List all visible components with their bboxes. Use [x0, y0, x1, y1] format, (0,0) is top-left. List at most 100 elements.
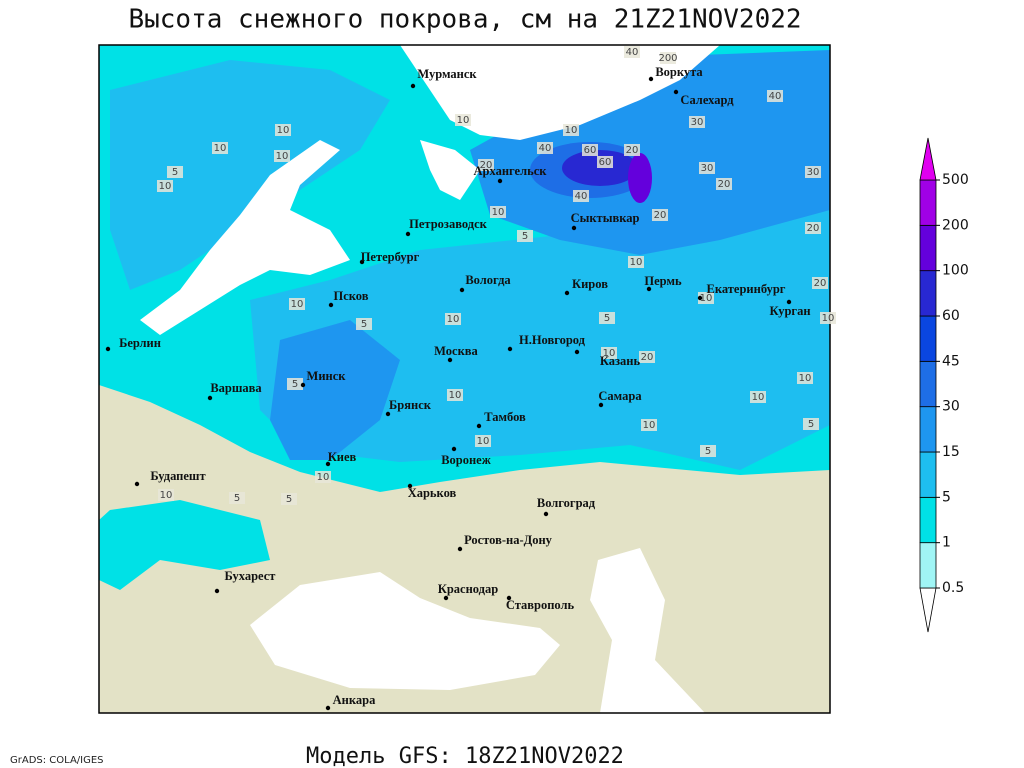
contour-label-box: [289, 298, 305, 310]
contour-label: 5: [361, 319, 367, 330]
city-dot: [697, 295, 703, 301]
city-label: Тамбов: [484, 410, 526, 424]
city-label: Петербург: [361, 250, 420, 264]
snow-5: [250, 195, 830, 470]
contour-label: 40: [575, 191, 588, 202]
contour-label: 10: [822, 313, 835, 324]
city-label: Волгоград: [537, 496, 596, 510]
city-dot: [506, 595, 512, 601]
contour-label: 30: [807, 167, 820, 178]
contour-label: 10: [160, 490, 173, 501]
contour-label-box: [537, 142, 553, 154]
contour-label-box: [274, 150, 290, 162]
contour-label: 30: [701, 163, 714, 174]
snow-1b: [99, 500, 270, 590]
contour-label: 5: [705, 446, 711, 457]
city-label: Будапешт: [150, 469, 205, 483]
contour-label: 5: [286, 494, 292, 505]
legend-label: 60: [942, 308, 960, 324]
city-dot: [543, 511, 549, 517]
legend-swatch: [919, 360, 937, 408]
city-label: Бухарест: [225, 569, 276, 583]
contour-label: 10: [291, 299, 304, 310]
contour-label-box: [281, 493, 297, 505]
snow-100: [628, 153, 652, 203]
legend-label: 500: [942, 172, 969, 188]
city-dot: [207, 395, 213, 401]
contour-label-box: [797, 372, 813, 384]
city-label: Воркута: [655, 65, 703, 79]
city-label: Брянск: [389, 398, 432, 412]
contour-label-box: [652, 209, 668, 221]
city-dot: [407, 483, 413, 489]
city-dot: [476, 423, 482, 429]
contour-label: 5: [808, 419, 814, 430]
city-dot: [105, 346, 111, 352]
contour-label: 10: [447, 314, 460, 325]
white-sea: [420, 140, 480, 200]
contour-label-box: [641, 419, 657, 431]
city-label: Архангельск: [474, 164, 548, 178]
legend-swatch: [919, 451, 937, 498]
legend-swatch: [919, 496, 937, 544]
contour-label: 10: [643, 420, 656, 431]
contour-label-box: [805, 222, 821, 234]
contour-label: 10: [277, 125, 290, 136]
contour-label-box: [812, 277, 828, 289]
city-dot: [325, 705, 331, 711]
contour-label-box: [628, 256, 644, 268]
contour-label-box: [689, 116, 705, 128]
city-label: Салехард: [680, 93, 734, 107]
contour-label-box: [820, 312, 836, 324]
city-label: Мурманск: [417, 67, 477, 81]
contour-label-box: [455, 114, 471, 126]
caspian-sea: [590, 548, 705, 713]
contour-label: 20: [807, 223, 820, 234]
city-dot: [443, 595, 449, 601]
contour-label: 200: [658, 53, 677, 64]
contour-label: 20: [654, 210, 667, 221]
contour-label: 40: [769, 91, 782, 102]
contour-label-box: [660, 52, 676, 64]
contour-label: 10: [457, 115, 470, 126]
city-label: Воронеж: [441, 453, 492, 467]
city-label: Пермь: [644, 274, 682, 288]
legend-label: 0.5: [942, 580, 964, 596]
contour-label: 30: [691, 117, 704, 128]
legend-label: 5: [942, 489, 951, 505]
contour-label-box: [803, 418, 819, 430]
map-frame: [98, 44, 831, 714]
contour-label-box: [229, 492, 245, 504]
contour-label-box: [582, 144, 598, 156]
city-dot: [786, 299, 792, 305]
city-label: Ставрополь: [506, 598, 575, 612]
contour-label: 10: [700, 293, 713, 304]
city-dot: [300, 382, 306, 388]
city-label: Харьков: [408, 486, 457, 500]
contour-label-box: [167, 166, 183, 178]
city-label: Курган: [769, 304, 810, 318]
city-dot: [507, 346, 513, 352]
contour-label: 60: [584, 145, 597, 156]
city-label: Вологда: [465, 273, 511, 287]
city-label: Н.Новгород: [519, 333, 586, 347]
contour-label-box: [639, 351, 655, 363]
contour-label-box: [157, 180, 173, 192]
city-label: Екатеринбург: [707, 282, 786, 296]
city-label: Ростов-на-Дону: [464, 533, 553, 547]
contour-label: 5: [292, 379, 298, 390]
contour-label: 20: [814, 278, 827, 289]
city-dot: [410, 83, 416, 89]
city-label: Самара: [598, 389, 642, 403]
legend-swatch: [919, 315, 937, 362]
city-label: Казань: [600, 354, 641, 368]
legend-swatch: [919, 406, 937, 453]
contour-label: 20: [718, 179, 731, 190]
contour-label: 10: [799, 373, 812, 384]
contour-label-box: [698, 292, 714, 304]
legend-above: [919, 137, 937, 181]
city-label: Петрозаводск: [409, 217, 487, 231]
contour-label: 10: [449, 390, 462, 401]
contour-label-box: [212, 142, 228, 154]
